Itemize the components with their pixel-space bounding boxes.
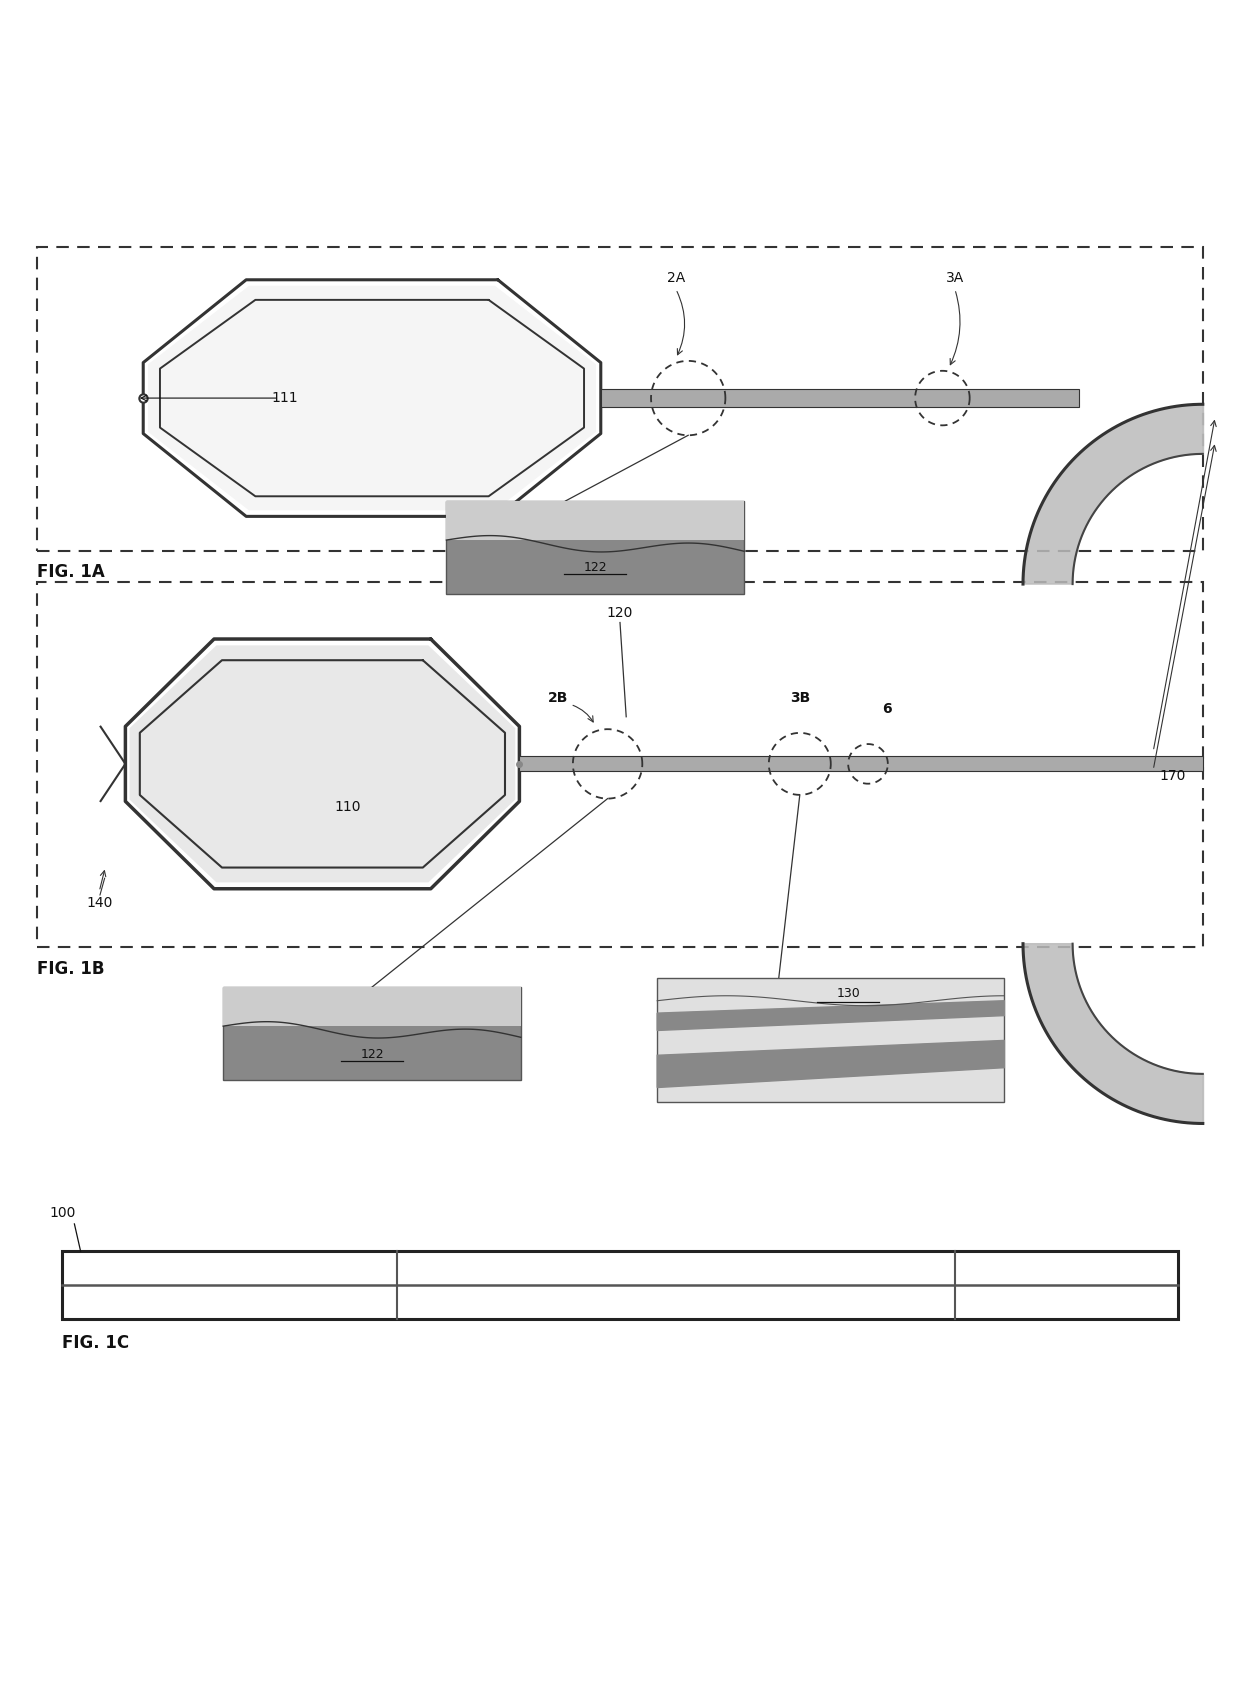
Text: 120: 120 (606, 606, 634, 620)
Text: 110: 110 (334, 800, 361, 815)
Text: FIG. 1A: FIG. 1A (37, 562, 105, 581)
Text: 170: 170 (1159, 770, 1185, 783)
Text: 2A: 2A (667, 271, 684, 285)
Polygon shape (1023, 404, 1203, 584)
Text: FIG. 1C: FIG. 1C (62, 1334, 129, 1352)
FancyBboxPatch shape (446, 502, 744, 594)
FancyBboxPatch shape (600, 389, 1079, 408)
Text: 140: 140 (87, 896, 113, 909)
FancyBboxPatch shape (37, 581, 1203, 948)
Polygon shape (657, 1041, 1004, 1088)
Text: 6: 6 (882, 702, 892, 716)
Text: 130: 130 (836, 987, 861, 1000)
FancyBboxPatch shape (37, 248, 1203, 551)
Polygon shape (1023, 943, 1203, 1123)
Text: 111: 111 (272, 391, 298, 406)
Polygon shape (657, 1000, 1004, 1031)
FancyBboxPatch shape (657, 978, 1004, 1103)
Text: 2B: 2B (548, 690, 568, 706)
FancyBboxPatch shape (446, 502, 744, 541)
FancyBboxPatch shape (62, 1251, 1178, 1319)
Text: 3B: 3B (790, 690, 810, 706)
Text: FIG. 1B: FIG. 1B (37, 960, 104, 978)
Polygon shape (149, 286, 595, 510)
Text: 122: 122 (360, 1047, 384, 1061)
Polygon shape (130, 647, 515, 882)
FancyBboxPatch shape (223, 987, 521, 1079)
FancyBboxPatch shape (520, 756, 1203, 771)
Text: 122: 122 (583, 561, 608, 574)
FancyBboxPatch shape (223, 987, 521, 1026)
Text: 100: 100 (50, 1206, 76, 1221)
Text: 3A: 3A (946, 271, 963, 285)
